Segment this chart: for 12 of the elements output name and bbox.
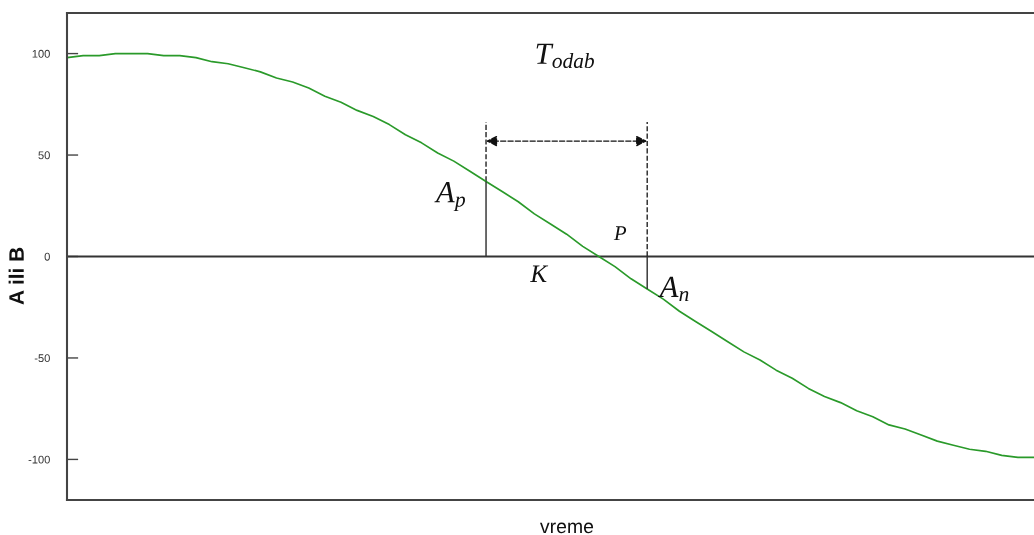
x-axis-title: vreme [540,522,594,534]
annotation: K [530,265,549,282]
annotation: P [613,226,627,240]
y-tick-label: -100 [28,455,50,464]
y-tick-label: 100 [32,49,50,58]
y-tick-label: -50 [34,354,50,363]
y-tick-label: 0 [44,252,50,261]
annotation: T$_{odab}$ [536,43,594,69]
annotation: A$_{p}$ [434,182,465,212]
y-tick-label: 50 [38,151,50,160]
y-axis-title: A ili B [8,247,24,305]
annotation: A$_{n}$ [658,276,689,302]
